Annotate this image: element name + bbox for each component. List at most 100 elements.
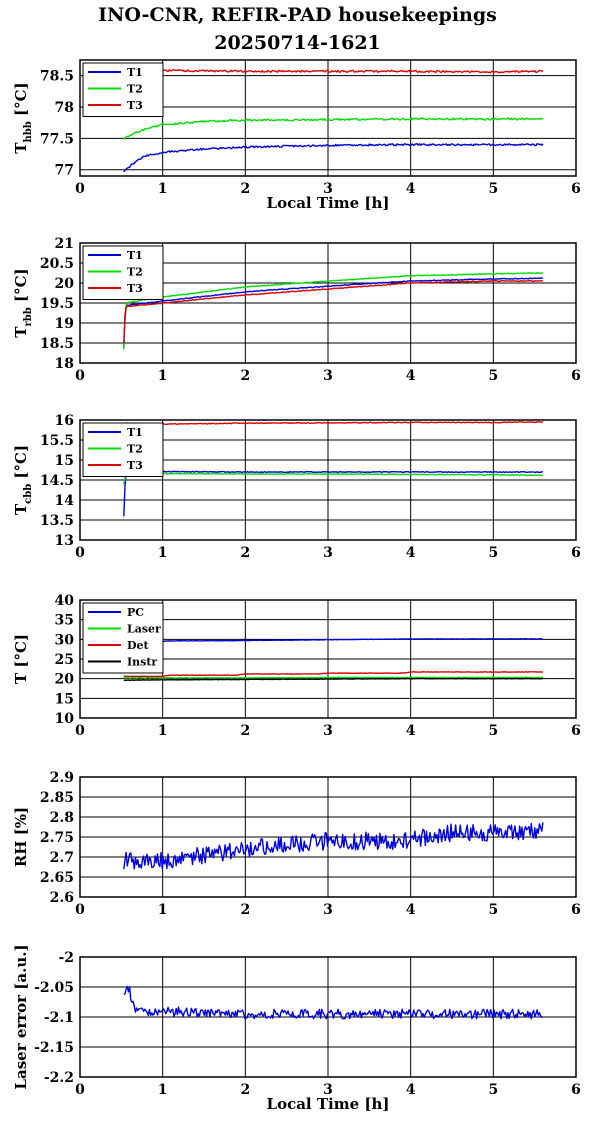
x-tick-label: 5	[488, 723, 498, 739]
x-tick-label: 0	[75, 723, 85, 739]
x-tick-label: 2	[240, 181, 250, 197]
x-tick-label: 6	[571, 723, 581, 739]
series-line-t1	[123, 143, 544, 173]
y-tick-label: 78	[55, 100, 74, 116]
chart-panel-6: 0 1 2 3 4 5 6 -2.2 -2.15 -2.1 -2.05 -2 Local Time [h…	[12, 944, 581, 1113]
y-tick-label: 13	[55, 533, 74, 549]
x-tick-label: 2	[240, 545, 250, 561]
legend-box	[82, 62, 164, 117]
x-tick-label: 2	[240, 1082, 250, 1098]
chart-panel-3: 0 1 2 3 4 5 6 13 13.5 14 14.5 15 15.5 16 Tcbb [°C] T1 T2…	[12, 413, 581, 561]
y-tick-label: 2.65	[40, 870, 74, 886]
x-tick-label: 2	[240, 368, 250, 384]
series-line-laser	[123, 676, 544, 679]
legend-label: T1	[127, 66, 143, 79]
chart-panel-4: 0 1 2 3 4 5 6 10 15 20 25 30 35 40 T [°C] PC Laser Det Ins…	[12, 593, 581, 739]
x-axis-label: Local Time [h]	[267, 194, 390, 212]
y-tick-label: 19	[55, 316, 74, 332]
y-tick-label: 2.6	[50, 890, 74, 906]
y-tick-label: 10	[55, 711, 75, 727]
legend: T1 T2 T3	[82, 62, 164, 117]
legend-label: T2	[127, 443, 143, 456]
x-tick-label: 4	[406, 1082, 416, 1098]
y-tick-label: 78.5	[40, 69, 74, 85]
y-tick-label: 18.5	[40, 336, 74, 352]
x-tick-label: 4	[406, 181, 416, 197]
series-line-data	[123, 822, 544, 870]
y-tick-label: 35	[55, 613, 74, 629]
legend-label: T2	[127, 83, 143, 96]
y-tick-label: 40	[55, 593, 75, 609]
y-axis-label: Tcbb [°C]	[12, 445, 34, 515]
y-tick-label: 2.75	[40, 830, 74, 846]
plot-frame	[79, 776, 577, 898]
y-tick-label: 14	[55, 493, 75, 509]
y-axis-label: Laser error [a.u.]	[12, 944, 30, 1089]
series-line-instr	[123, 677, 543, 682]
series-line-pc	[123, 638, 543, 645]
y-tick-label: 77.5	[40, 131, 74, 147]
x-tick-label: 4	[406, 723, 416, 739]
x-tick-label: 3	[323, 1082, 333, 1098]
series-line-t1	[123, 470, 544, 517]
chart-panel-1: 0 1 2 3 4 5 6 77 77.5 78 78.5 Local Time [h] Thbb [°…	[12, 59, 581, 212]
y-tick-label: 2.8	[50, 810, 74, 826]
legend-label: PC	[127, 606, 144, 619]
y-tick-label: 20.5	[40, 256, 74, 272]
x-tick-label: 2	[240, 723, 250, 739]
x-tick-label: 3	[323, 181, 333, 197]
y-tick-label: 19.5	[40, 296, 74, 312]
x-tick-label: 3	[323, 723, 333, 739]
legend-label: Laser	[127, 623, 161, 636]
x-tick-label: 3	[323, 545, 333, 561]
chart-subtitle: 20250714-1621	[214, 32, 381, 54]
plot-frame	[79, 419, 577, 541]
x-tick-label: 1	[158, 1082, 168, 1098]
x-tick-label: 5	[488, 1082, 498, 1098]
x-tick-label: 0	[75, 1082, 85, 1098]
y-tick-label: -2.1	[44, 1010, 74, 1026]
x-tick-label: 5	[488, 902, 498, 918]
series-line-det	[123, 671, 543, 678]
y-tick-label: 13.5	[40, 513, 74, 529]
y-tick-label: 20	[55, 672, 75, 688]
y-tick-label: 77	[55, 163, 74, 179]
legend-label: T2	[127, 266, 143, 279]
legend-label: T3	[127, 99, 143, 112]
x-axis-label: Local Time [h]	[267, 1095, 390, 1113]
y-tick-label: 16	[55, 413, 74, 429]
plot-frame	[79, 956, 577, 1078]
x-tick-label: 0	[75, 181, 85, 197]
x-tick-label: 0	[75, 902, 85, 918]
x-tick-label: 1	[158, 902, 168, 918]
legend: T1 T2 T3	[82, 422, 164, 477]
series-line-data	[123, 985, 544, 1020]
y-tick-label: 15.5	[40, 433, 74, 449]
x-tick-label: 5	[488, 368, 498, 384]
legend-label: T1	[127, 249, 143, 262]
x-tick-label: 1	[158, 545, 168, 561]
x-tick-label: 4	[406, 902, 416, 918]
plot-frame	[79, 59, 577, 177]
y-axis-label: Thbb [°C]	[12, 82, 34, 153]
y-axis-label: RH [%]	[12, 807, 30, 867]
x-tick-label: 1	[158, 181, 168, 197]
chart-panel-5: 0 1 2 3 4 5 6 2.6 2.65 2.7 2.75 2.8 2.85 2.9 RH [%]	[12, 770, 581, 918]
y-tick-label: 25	[55, 652, 74, 668]
legend-label: T1	[127, 426, 143, 439]
y-tick-label: -2.2	[44, 1070, 74, 1086]
y-tick-label: 21	[55, 236, 74, 252]
y-tick-label: 18	[55, 356, 74, 372]
y-tick-label: -2	[58, 950, 74, 966]
y-tick-label: 20	[55, 276, 75, 292]
x-tick-label: 5	[488, 545, 498, 561]
series-line-t2	[123, 272, 544, 350]
legend-label: Instr	[127, 656, 157, 669]
y-tick-label: 2.9	[50, 770, 74, 786]
y-axis-label: Trbb [°C]	[12, 268, 34, 337]
y-tick-label: 15	[55, 453, 74, 469]
x-tick-label: 5	[488, 181, 498, 197]
x-tick-label: 6	[571, 368, 581, 384]
legend-label: T3	[127, 282, 143, 295]
